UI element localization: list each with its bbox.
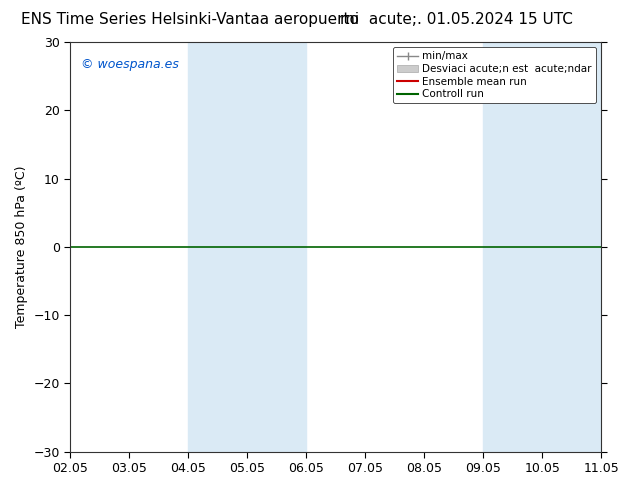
Text: mi  acute;. 01.05.2024 15 UTC: mi acute;. 01.05.2024 15 UTC (340, 12, 573, 27)
Bar (542, 42, 601, 452)
Text: ENS Time Series Helsinki-Vantaa aeropuerto: ENS Time Series Helsinki-Vantaa aeropuer… (22, 12, 359, 27)
Legend: min/max, Desviaci acute;n est  acute;ndar, Ensemble mean run, Controll run: min/max, Desviaci acute;n est acute;ndar… (393, 47, 596, 103)
Y-axis label: Temperature 850 hPa (ºC): Temperature 850 hPa (ºC) (15, 166, 28, 328)
Bar (483, 42, 542, 452)
Bar (247, 42, 306, 452)
Bar (188, 42, 247, 452)
Text: © woespana.es: © woespana.es (81, 58, 179, 72)
